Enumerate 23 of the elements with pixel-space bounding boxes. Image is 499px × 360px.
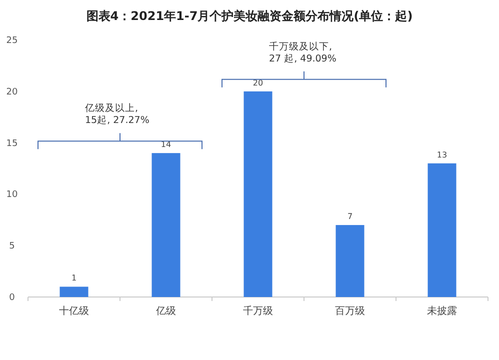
x-tick-label: 百万级 — [335, 305, 365, 317]
data-label: 13 — [436, 150, 448, 160]
y-tick-label: 5 — [9, 242, 15, 252]
x-tick-label: 亿级 — [155, 305, 176, 317]
data-label: 7 — [347, 212, 353, 222]
bar — [152, 153, 180, 297]
x-tick-label: 十亿级 — [59, 305, 89, 317]
annotation: 亿级及以上, 15起, 27.27% — [84, 102, 150, 126]
y-tick-label: 10 — [6, 190, 18, 200]
bar — [244, 91, 272, 297]
bar — [60, 286, 88, 297]
bar — [336, 225, 364, 297]
y-tick-label: 15 — [6, 138, 18, 149]
x-tick-label: 未披露 — [427, 305, 457, 317]
y-tick-label: 20 — [6, 87, 18, 98]
data-label: 20 — [252, 78, 264, 88]
annotation: 千万级及以下, 27 起, 49.09% — [269, 40, 336, 64]
x-tick-label: 千万级 — [243, 305, 273, 317]
data-label: 1 — [71, 274, 77, 283]
bar — [428, 163, 456, 297]
chart-title: 图表4：2021年1-7月个护美妆融资金额分布情况(单位：起) — [86, 9, 413, 23]
y-tick-label: 0 — [9, 293, 16, 303]
y-tick-label: 25 — [6, 36, 18, 46]
